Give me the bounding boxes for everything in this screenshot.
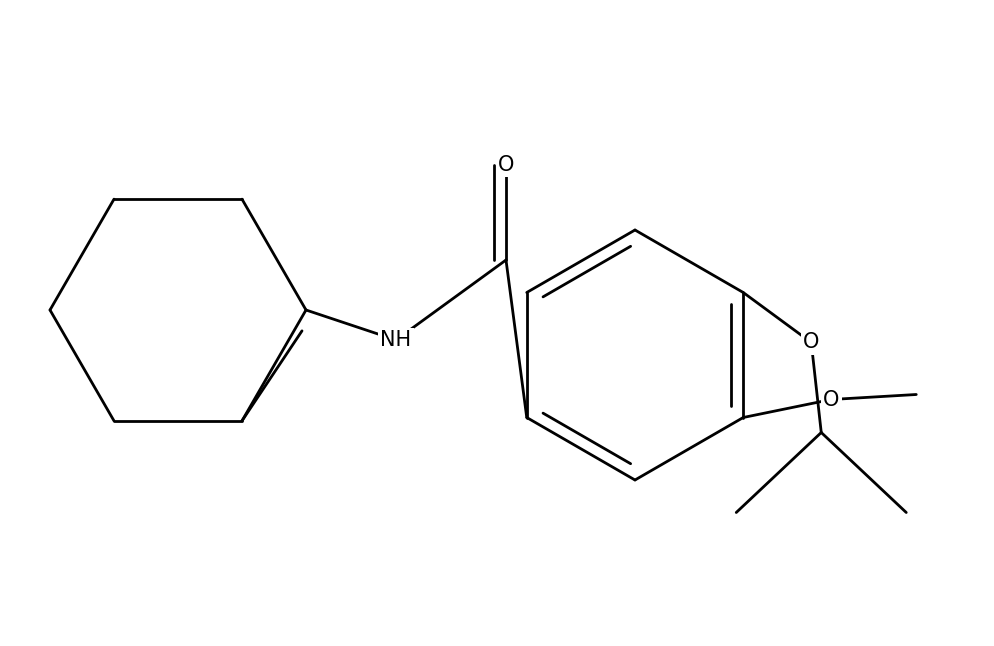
Text: O: O	[823, 390, 840, 410]
Text: O: O	[803, 333, 819, 353]
Text: NH: NH	[381, 330, 412, 350]
Text: O: O	[498, 155, 514, 175]
